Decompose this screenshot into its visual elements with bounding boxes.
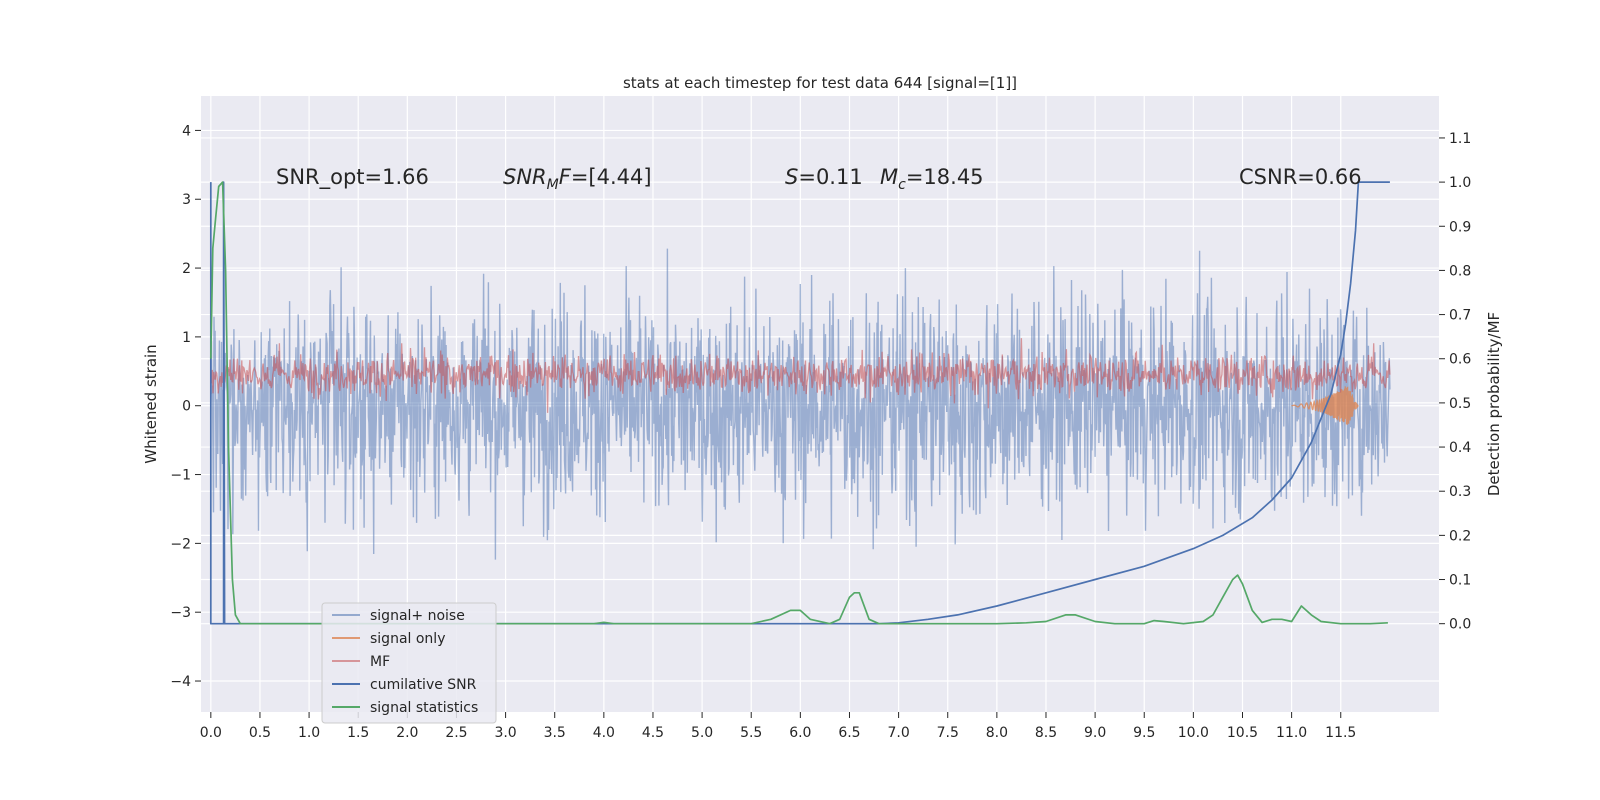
legend-label: cumilative SNR bbox=[370, 677, 477, 693]
x-tick-label: 8.0 bbox=[986, 725, 1008, 741]
y-right-tick-label: 1.1 bbox=[1449, 131, 1471, 147]
annotation-s: S=0.11 bbox=[785, 165, 863, 189]
legend-label: signal only bbox=[370, 631, 445, 647]
x-tick-label: 9.0 bbox=[1084, 725, 1106, 741]
y-right-tick-label: 0.6 bbox=[1449, 352, 1471, 368]
x-tick-label: 4.5 bbox=[642, 725, 664, 741]
annotation-s-value: =0.11 bbox=[798, 165, 862, 189]
x-tick-label: 10.0 bbox=[1178, 725, 1209, 741]
y-right-tick-label: 0.3 bbox=[1449, 484, 1471, 500]
annotation-snr-mf-sub: M bbox=[547, 177, 559, 193]
plot-area bbox=[209, 181, 1391, 625]
y-right-tick-label: 0.0 bbox=[1449, 617, 1471, 633]
x-tick-label: 9.5 bbox=[1133, 725, 1155, 741]
x-tick-label: 5.5 bbox=[740, 725, 762, 741]
signal-noise-trace bbox=[210, 248, 1391, 560]
x-tick-label: 1.5 bbox=[347, 725, 369, 741]
mf-trace bbox=[210, 338, 1391, 413]
chart-title: stats at each timestep for test data 644… bbox=[623, 74, 1017, 92]
annotation-snr-mf-value: =[4.44] bbox=[571, 165, 652, 189]
x-tick-label: 1.0 bbox=[298, 725, 320, 741]
x-tick-label: 2.5 bbox=[445, 725, 467, 741]
x-tick-label: 7.5 bbox=[937, 725, 959, 741]
series-signal-noise bbox=[210, 248, 1391, 560]
annotation-mc-value: =18.45 bbox=[906, 165, 984, 189]
y-tick-label: 2 bbox=[182, 261, 191, 277]
x-tick-label: 2.0 bbox=[396, 725, 418, 741]
series-signal-only bbox=[1291, 386, 1359, 425]
y-right-tick-label: 0.9 bbox=[1449, 219, 1471, 235]
y-right-tick-label: 0.1 bbox=[1449, 573, 1471, 589]
y-tick-label: −3 bbox=[170, 605, 191, 621]
y-axis-left: 4 3 2 1 0 −1 −2 −3 −4 bbox=[170, 123, 201, 690]
legend-label: signal+ noise bbox=[370, 608, 465, 624]
annotation-mc: Mc=18.45 bbox=[880, 165, 984, 193]
x-axis: 0.0 0.5 1.0 1.5 2.0 2.5 3.0 3.5 4.0 4.5 5.0 5.5 6.0 6… bbox=[200, 712, 1356, 741]
y-right-tick-label: 0.8 bbox=[1449, 263, 1471, 279]
x-tick-label: 11.5 bbox=[1325, 725, 1356, 741]
x-tick-label: 5.0 bbox=[691, 725, 713, 741]
x-tick-label: 0.5 bbox=[249, 725, 271, 741]
x-tick-label: 8.5 bbox=[1035, 725, 1057, 741]
series-signal-statistics bbox=[209, 181, 1388, 625]
x-tick-label: 4.0 bbox=[593, 725, 615, 741]
y-right-tick-label: 0.2 bbox=[1449, 528, 1471, 544]
y-tick-label: 4 bbox=[182, 123, 191, 139]
x-tick-label: 11.0 bbox=[1276, 725, 1307, 741]
x-tick-label: 10.5 bbox=[1227, 725, 1258, 741]
x-tick-label: 3.0 bbox=[494, 725, 516, 741]
y-right-tick-label: 1.0 bbox=[1449, 175, 1471, 191]
legend-label: signal statistics bbox=[370, 700, 478, 716]
y-tick-label: −1 bbox=[170, 468, 191, 484]
x-tick-label: 6.5 bbox=[838, 725, 860, 741]
y-right-tick-label: 0.4 bbox=[1449, 440, 1471, 456]
y-right-tick-label: 0.7 bbox=[1449, 308, 1471, 324]
legend-label: MF bbox=[370, 654, 390, 670]
y-axis-right: 1.1 1.0 0.9 0.8 0.7 0.6 0.5 0.4 0.3 0.2 0.1 0.0 bbox=[1439, 131, 1471, 633]
series-mf bbox=[210, 338, 1391, 413]
annotation-csnr: CSNR=0.66 bbox=[1239, 165, 1362, 189]
annotation-mc-sub: c bbox=[898, 177, 906, 193]
x-tick-label: 7.0 bbox=[887, 725, 909, 741]
signal-only-trace bbox=[1291, 386, 1359, 425]
x-tick-label: 0.0 bbox=[200, 725, 222, 741]
y-tick-label: −2 bbox=[170, 536, 191, 552]
y-right-tick-label: 0.5 bbox=[1449, 396, 1471, 412]
series-layer bbox=[209, 181, 1391, 625]
annotation-s-label: S bbox=[785, 165, 798, 189]
y-tick-label: 3 bbox=[182, 192, 191, 208]
series-line bbox=[209, 181, 1388, 625]
y-tick-label: 0 bbox=[182, 399, 191, 415]
annotation-mc-label: M bbox=[880, 165, 898, 189]
annotation-snr-mf: SNRMF=[4.44] bbox=[503, 165, 652, 193]
y-tick-label: 1 bbox=[182, 330, 191, 346]
annotation-snr-opt: SNR_opt=1.66 bbox=[276, 165, 429, 190]
y-axis-right-label: Detection probability/MF bbox=[1485, 312, 1503, 496]
x-tick-label: 6.0 bbox=[789, 725, 811, 741]
legend: signal+ noise signal only MF cumilative SNR… bbox=[321, 602, 497, 724]
y-axis-label: Whitened strain bbox=[142, 344, 160, 463]
annotation-snr-mf-suffix-f: F bbox=[559, 165, 572, 189]
annotation-snr-mf-prefix: SNR bbox=[503, 165, 547, 189]
y-tick-label: −4 bbox=[170, 674, 191, 690]
x-tick-label: 3.5 bbox=[544, 725, 566, 741]
legend-box bbox=[321, 602, 497, 724]
